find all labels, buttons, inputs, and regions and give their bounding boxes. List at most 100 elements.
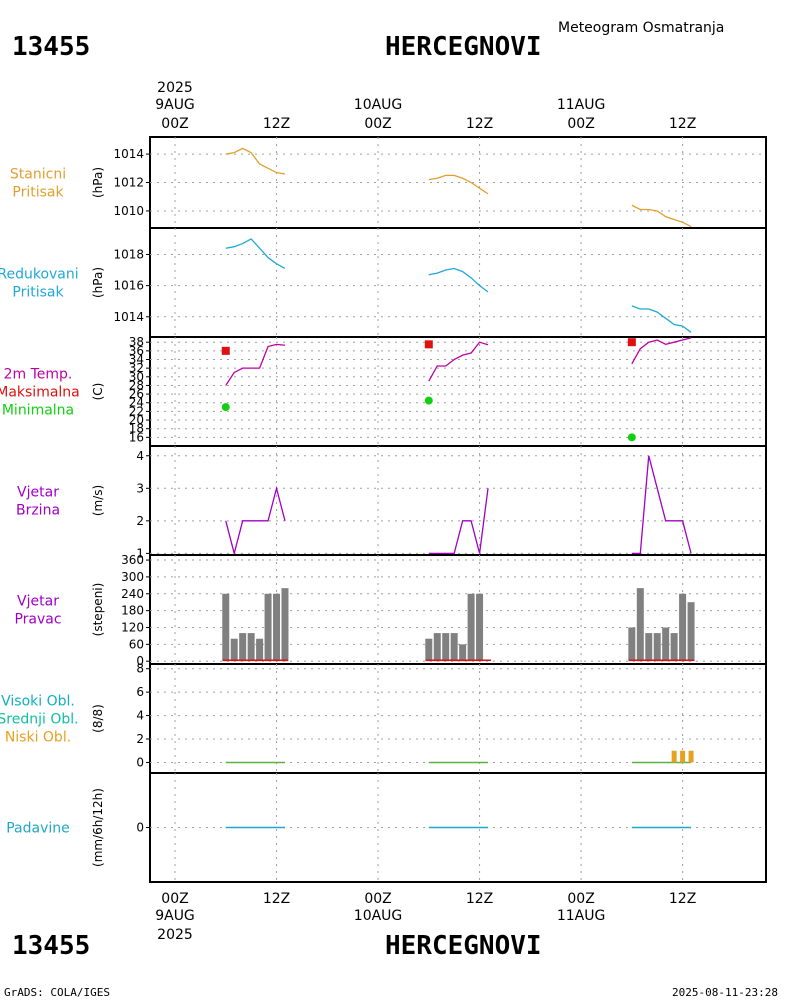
ytick-label: 1012 bbox=[113, 176, 144, 190]
ytick-label: 0 bbox=[136, 654, 144, 668]
day-label-top: 10AUG bbox=[354, 97, 403, 113]
tmax-marker bbox=[627, 338, 636, 347]
day-label-top: 9AUG bbox=[155, 97, 195, 113]
ytick-label: 20 bbox=[129, 413, 144, 427]
ytick-label: 360 bbox=[121, 553, 144, 567]
ytick-label: 180 bbox=[121, 604, 144, 618]
station-id-top: 13455 bbox=[12, 32, 90, 62]
meteogram-panels: 101010121014(hPa)StanicniPritisak1014101… bbox=[0, 136, 767, 883]
ytick-label: 3 bbox=[136, 481, 144, 495]
panel-wind-direction: 0 60 120 180 240 300 360 (stepeni) Vjetar Pravac bbox=[14, 553, 767, 668]
ytick-label: 6 bbox=[136, 685, 144, 699]
ytick-label: 1 bbox=[136, 546, 144, 560]
wind-direction-bar bbox=[450, 633, 458, 662]
wind-direction-bar bbox=[653, 633, 661, 662]
ytick-label: 1014 bbox=[113, 147, 144, 161]
panel-title-line: Redukovani bbox=[0, 267, 79, 283]
panel-title-line: Brzina bbox=[16, 503, 60, 519]
hour-label-top: 00Z bbox=[567, 116, 594, 132]
ytick-label: 28 bbox=[129, 378, 144, 392]
ytick-label: 0 bbox=[136, 821, 144, 835]
hour-label-top: 12Z bbox=[466, 116, 493, 132]
ytick-label: 1014 bbox=[113, 310, 144, 324]
wind-direction-bar bbox=[433, 633, 441, 662]
wind-direction-bar bbox=[247, 633, 255, 662]
day-label-top: 11AUG bbox=[557, 97, 606, 113]
ylabel: (8/8) bbox=[91, 704, 105, 733]
panel-title-line: Pritisak bbox=[12, 185, 64, 201]
wind-direction-bar bbox=[670, 633, 678, 662]
wind-direction-bar bbox=[273, 593, 281, 662]
ytick-label: 1018 bbox=[113, 247, 144, 261]
hour-label-top: 12Z bbox=[669, 116, 696, 132]
ytick-label: 18 bbox=[129, 422, 144, 436]
day-label-bottom: 9AUG bbox=[155, 908, 195, 924]
wind-direction-bar bbox=[636, 588, 644, 662]
wind-direction-bar bbox=[264, 593, 272, 662]
series-line bbox=[428, 488, 489, 555]
wind-direction-bar bbox=[687, 602, 695, 662]
series-line bbox=[428, 341, 489, 382]
year-label-bottom: 2025 bbox=[157, 927, 193, 943]
wind-direction-bar bbox=[230, 638, 238, 662]
hour-label-bottom: 00Z bbox=[567, 891, 594, 907]
wind-direction-bar bbox=[281, 588, 289, 662]
wind-direction-bar bbox=[679, 593, 687, 662]
wind-direction-bar bbox=[467, 593, 475, 662]
series-line bbox=[225, 485, 286, 556]
low-cloud-bar bbox=[671, 750, 677, 763]
ytick-label: 2 bbox=[136, 732, 144, 746]
panel-title-line: Visoki Obl. bbox=[1, 694, 75, 710]
wind-direction-bar bbox=[222, 593, 230, 662]
meteogram-subtitle: Meteogram Osmatranja bbox=[558, 20, 724, 36]
hour-label-bottom: 00Z bbox=[364, 891, 391, 907]
panel-title-line: Vjetar bbox=[17, 594, 59, 610]
panel-station-pressure: 1010 1012 1014 (hPa) Stanicni Pritisak bbox=[10, 136, 767, 229]
series-line bbox=[631, 455, 692, 555]
ytick-label: 24 bbox=[129, 396, 144, 410]
day-label-bottom: 10AUG bbox=[354, 908, 403, 924]
ytick-label: 34 bbox=[129, 352, 144, 366]
wind-direction-bar bbox=[662, 627, 670, 662]
series-line bbox=[428, 267, 489, 293]
hour-label-top: 12Z bbox=[263, 116, 290, 132]
ytick-label: 38 bbox=[129, 335, 144, 349]
wind-direction-bar bbox=[425, 638, 433, 662]
series-line bbox=[631, 337, 692, 365]
tmin-marker bbox=[627, 433, 636, 442]
wind-direction-bar bbox=[476, 593, 484, 662]
panel-title-line: Niski Obl. bbox=[5, 730, 71, 746]
hour-label-bottom: 00Z bbox=[161, 891, 188, 907]
ytick-label: 1010 bbox=[113, 204, 144, 218]
ytick-label: 26 bbox=[129, 387, 144, 401]
ytick-label: 60 bbox=[129, 637, 144, 651]
hour-label-bottom: 12Z bbox=[669, 891, 696, 907]
hour-label-top: 00Z bbox=[364, 116, 391, 132]
station-id-bottom: 13455 bbox=[12, 931, 90, 961]
series-line bbox=[225, 147, 286, 175]
wind-direction-bar bbox=[442, 633, 450, 662]
ylabel: (m/s) bbox=[91, 485, 105, 516]
ytick-label: 0 bbox=[136, 755, 144, 769]
station-name-bottom: HERCEGNOVI bbox=[385, 931, 542, 961]
ylabel: (mm/6h/12h) bbox=[91, 788, 105, 867]
ytick-label: 2 bbox=[136, 514, 144, 528]
series-line bbox=[225, 238, 286, 270]
panel-cloud-cover: 0 2 4 6 8 (8/8) Visoki Obl. Srednji Obl. Niski O… bbox=[0, 662, 767, 774]
panel-title-line: Pravac bbox=[14, 612, 61, 628]
panel-title-line: 2m Temp. bbox=[4, 367, 73, 383]
ytick-label: 32 bbox=[129, 361, 144, 375]
panel-title-line: Maksimalna bbox=[0, 385, 80, 401]
low-cloud-bar bbox=[680, 750, 686, 763]
panel-title-line: Vjetar bbox=[17, 485, 59, 501]
series-line bbox=[631, 305, 692, 333]
hour-label-top: 00Z bbox=[161, 116, 188, 132]
ytick-label: 30 bbox=[129, 370, 144, 384]
hour-label-bottom: 12Z bbox=[263, 891, 290, 907]
ytick-label: 1016 bbox=[113, 279, 144, 293]
ytick-label: 120 bbox=[121, 620, 144, 634]
ytick-label: 4 bbox=[136, 449, 144, 463]
series-line bbox=[631, 204, 692, 228]
